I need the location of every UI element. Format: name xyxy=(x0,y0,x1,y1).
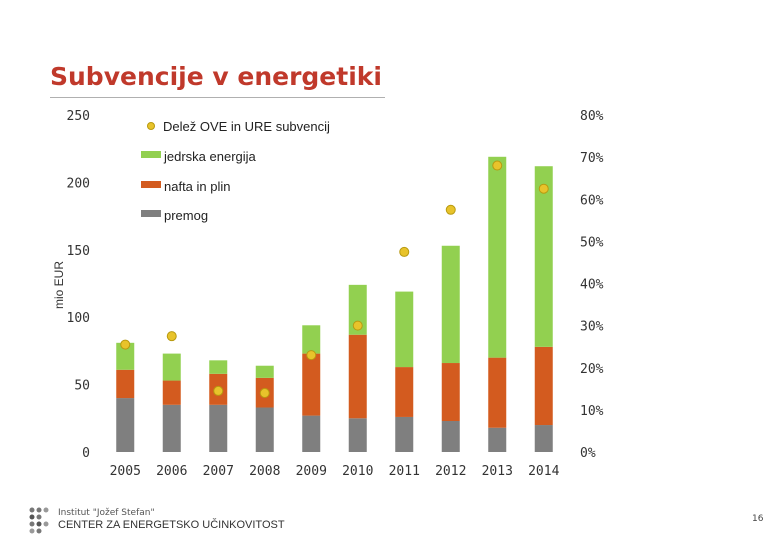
bar-jedrska-2008 xyxy=(255,365,274,378)
y2-tick-label: 20% xyxy=(580,362,604,377)
share-marker-2014 xyxy=(538,183,549,194)
bar-nafta-2012 xyxy=(441,363,460,421)
bar-nafta-2009 xyxy=(302,353,321,416)
share-marker-2009 xyxy=(306,350,317,361)
bar-jedrska-2011 xyxy=(395,291,414,368)
legend-label-share: Delež OVE in URE subvencij xyxy=(163,119,330,134)
share-marker-2011 xyxy=(399,246,410,257)
bar-nafta-2013 xyxy=(488,357,507,428)
share-marker-2008 xyxy=(259,388,270,399)
share-marker-2013 xyxy=(492,160,503,171)
bar-nafta-2014 xyxy=(534,346,553,426)
bar-jedrska-2009 xyxy=(302,325,321,354)
y2-tick-label: 60% xyxy=(580,193,604,208)
bar-premog-2011 xyxy=(395,416,414,452)
y2-tick-label: 40% xyxy=(580,278,604,293)
bar-premog-2014 xyxy=(534,425,553,452)
x-tick-label: 2008 xyxy=(249,464,280,479)
share-marker-2010 xyxy=(352,320,363,331)
bar-jedrska-2012 xyxy=(441,245,460,364)
x-tick-label: 2007 xyxy=(203,464,234,479)
bar-jedrska-2005 xyxy=(116,342,135,370)
title-underline xyxy=(50,97,385,98)
y-tick-label: 200 xyxy=(67,176,90,191)
y2-tick-label: 50% xyxy=(580,235,604,250)
y-tick-label: 150 xyxy=(67,244,90,259)
bar-premog-2013 xyxy=(488,427,507,452)
bar-premog-2006 xyxy=(162,404,181,452)
page-number: 16 xyxy=(752,514,764,524)
y-axis-label: mio EUR xyxy=(52,261,66,309)
y-tick-label: 0 xyxy=(82,446,90,461)
y2-tick-label: 0% xyxy=(580,446,596,461)
x-tick-label: 2011 xyxy=(389,464,420,479)
legend-marker-share xyxy=(147,122,155,130)
share-marker-2006 xyxy=(166,331,177,342)
bar-nafta-2006 xyxy=(162,380,181,405)
y-tick-label: 100 xyxy=(67,311,90,326)
bar-jedrska-2014 xyxy=(534,166,553,347)
bar-premog-2007 xyxy=(209,404,228,452)
bar-jedrska-2010 xyxy=(348,284,367,335)
y-tick-label: 250 xyxy=(67,109,90,124)
legend-label-jedrska: jedrska energija xyxy=(163,149,257,164)
bar-jedrska-2013 xyxy=(488,156,507,358)
legend-swatch-nafta xyxy=(141,181,161,188)
legend-swatch-jedrska xyxy=(141,151,161,158)
bar-premog-2005 xyxy=(116,398,135,452)
y2-tick-label: 10% xyxy=(580,404,604,419)
x-tick-label: 2009 xyxy=(296,464,327,479)
y-tick-label: 50 xyxy=(74,379,90,394)
bar-jedrska-2007 xyxy=(209,360,228,374)
bar-jedrska-2006 xyxy=(162,353,181,381)
bar-premog-2008 xyxy=(255,407,274,452)
y2-tick-label: 70% xyxy=(580,151,604,166)
x-tick-label: 2014 xyxy=(528,464,559,479)
slide-title: Subvencije v energetiki xyxy=(50,62,382,91)
footer-institute: Institut "Jožef Stefan" xyxy=(58,508,155,518)
bar-premog-2009 xyxy=(302,415,321,452)
legend-label-nafta: nafta in plin xyxy=(164,179,231,194)
y2-tick-label: 80% xyxy=(580,109,604,124)
x-tick-label: 2005 xyxy=(110,464,141,479)
share-marker-2012 xyxy=(445,204,456,215)
share-marker-2005 xyxy=(120,339,131,350)
y2-tick-label: 30% xyxy=(580,320,604,335)
x-tick-label: 2013 xyxy=(482,464,513,479)
footer-center-name: CENTER ZA ENERGETSKO UČINKOVITOST xyxy=(58,519,285,531)
legend-swatch-premog xyxy=(141,210,161,217)
x-tick-label: 2010 xyxy=(342,464,373,479)
ijs-logo-icon xyxy=(29,507,49,534)
bar-premog-2010 xyxy=(348,418,367,452)
bar-nafta-2011 xyxy=(395,367,414,417)
legend-label-premog: premog xyxy=(164,208,208,223)
subsidies-chart: 0 50 100 150 200 250 0% 10% 20% 30% 40% 50% 60% 70% 80… xyxy=(52,109,604,479)
bar-nafta-2010 xyxy=(348,334,367,419)
x-tick-label: 2006 xyxy=(156,464,187,479)
bar-premog-2012 xyxy=(441,420,460,452)
share-marker-2007 xyxy=(213,385,224,396)
x-tick-label: 2012 xyxy=(435,464,466,479)
bar-nafta-2005 xyxy=(116,369,135,399)
